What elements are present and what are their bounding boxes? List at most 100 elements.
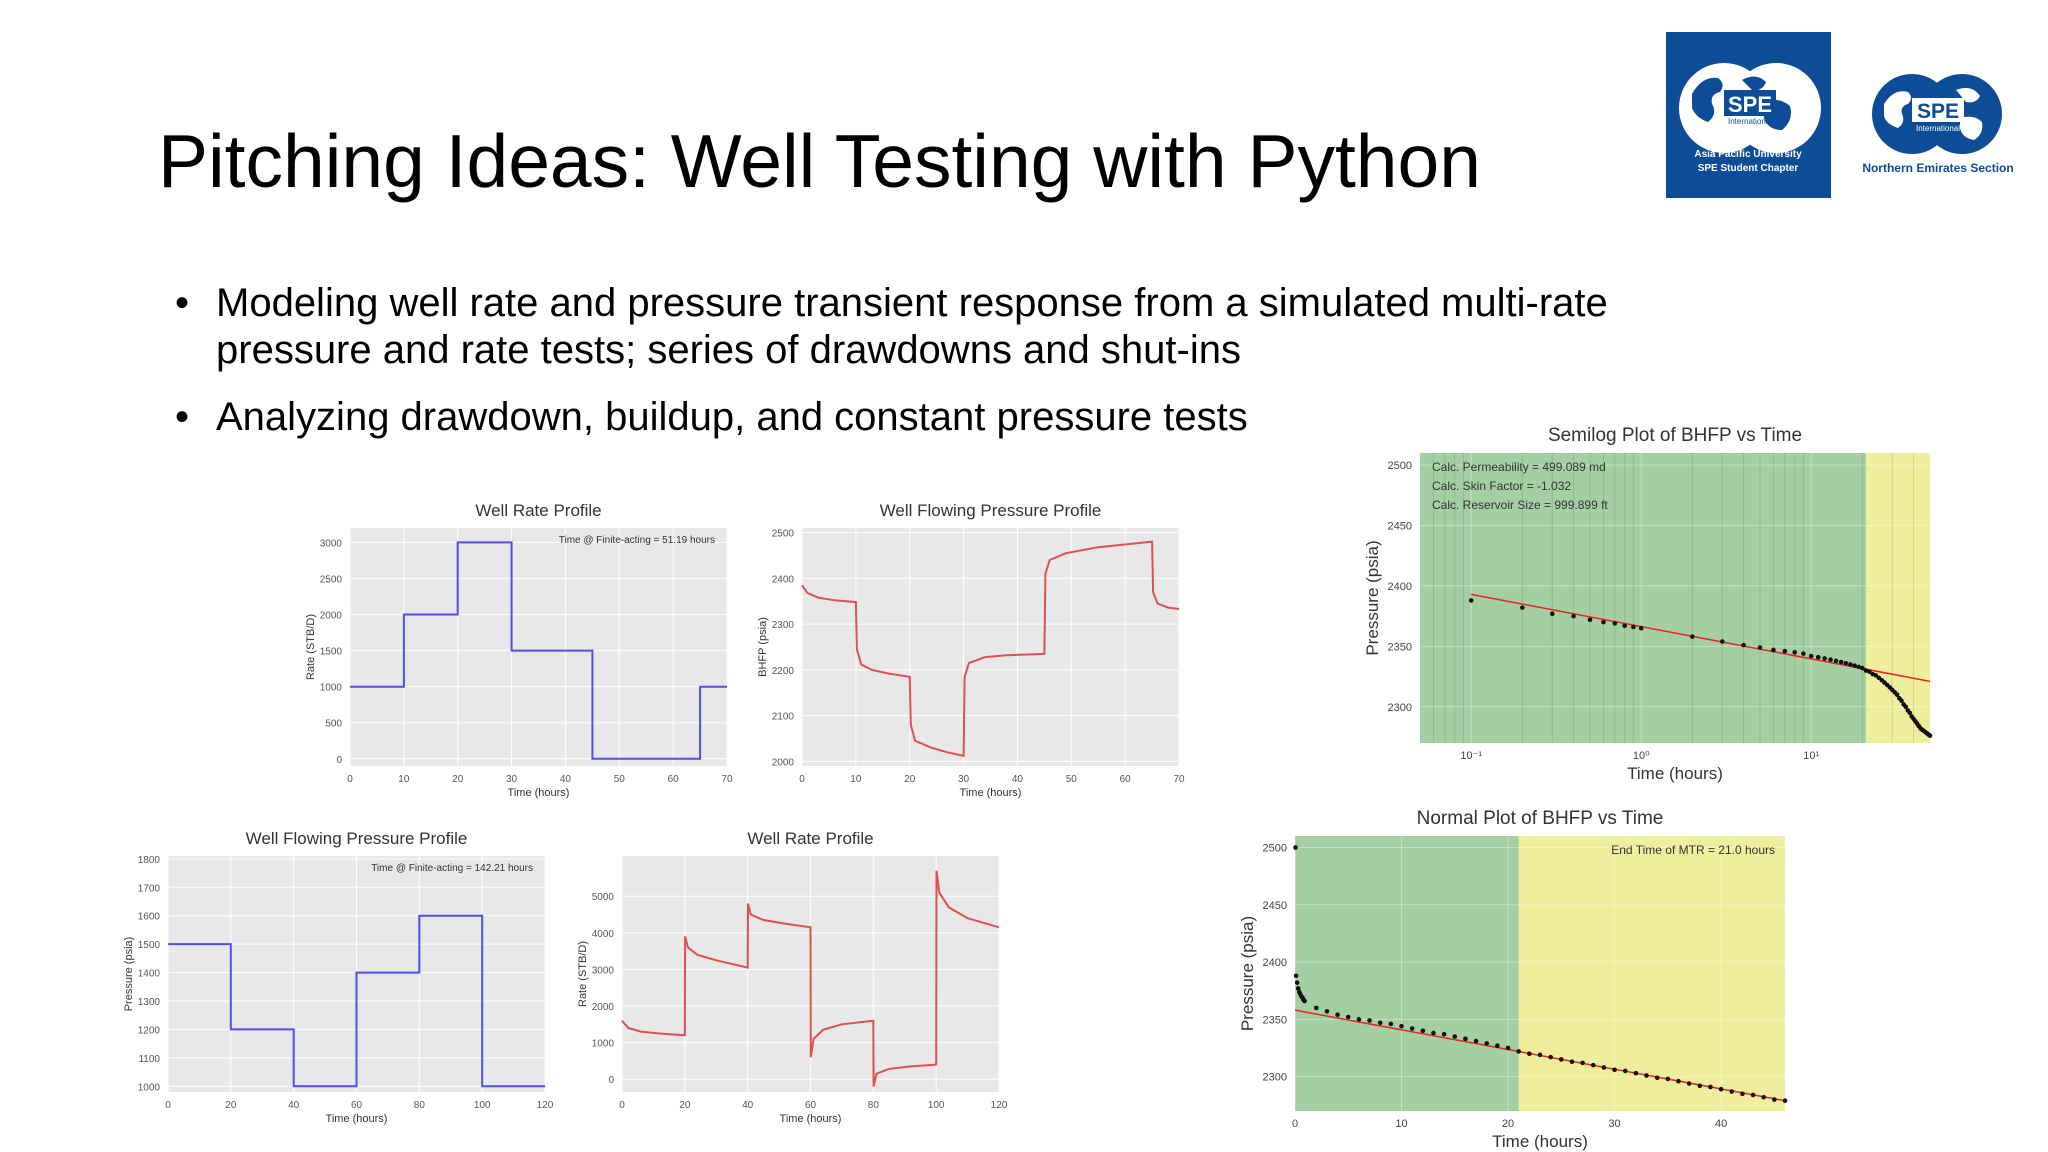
logo-brand: SPE <box>1917 100 1959 123</box>
data-point <box>1520 605 1525 610</box>
x-tick-label: 40 <box>1715 1118 1727 1130</box>
data-point <box>1833 658 1839 664</box>
data-point <box>1860 665 1865 671</box>
x-tick-label: 20 <box>904 774 916 785</box>
data-point <box>1293 845 1298 850</box>
data-point <box>1580 1060 1585 1066</box>
data-point <box>1676 1078 1681 1084</box>
y-tick-label: 0 <box>336 755 342 766</box>
x-tick-label: 40 <box>742 1100 754 1111</box>
x-tick-label: 60 <box>805 1100 817 1111</box>
y-axis-label: Pressure (psia) <box>1238 916 1257 1031</box>
data-point <box>1899 698 1904 704</box>
x-tick-label: 30 <box>506 774 518 785</box>
data-point <box>1431 1030 1436 1036</box>
bullet-text: Analyzing drawdown, buildup, and constan… <box>216 395 1248 439</box>
data-point <box>1801 651 1806 656</box>
plot-background <box>802 528 1179 766</box>
y-tick-label: 4000 <box>592 929 615 940</box>
data-point <box>1516 1049 1521 1054</box>
data-point <box>1377 1020 1383 1026</box>
x-tick-label: 0 <box>1292 1118 1298 1130</box>
data-point <box>1601 1065 1607 1070</box>
well-flowing-pressure-chart: 0 10 20 30 40 50 60 70 2000 2100 2200 2300 2400 2500 T… <box>757 501 1185 799</box>
normal-bhfp-chart: 0 10 20 30 40 2300 2350 2400 2450 2500 Time (hours… <box>1238 808 1788 1151</box>
x-tick-label: 50 <box>614 774 626 785</box>
chart-title: Well Flowing Pressure Profile <box>880 501 1102 520</box>
data-point <box>1848 662 1853 667</box>
x-tick-label: 20 <box>452 774 464 785</box>
data-point <box>1468 598 1474 603</box>
x-tick-label: 20 <box>225 1100 237 1111</box>
data-point <box>1622 623 1628 629</box>
y-tick-label: 2200 <box>772 666 795 677</box>
data-point <box>1740 1091 1745 1097</box>
x-tick-label: 100 <box>474 1100 491 1111</box>
data-point <box>1782 1098 1788 1103</box>
x-tick-label: 120 <box>537 1100 554 1111</box>
logo-caption: Northern Emirates Section <box>1862 161 2013 175</box>
data-point <box>1750 1092 1756 1098</box>
well-rate-profile-chart: 0 10 20 30 40 50 60 70 0 500 1000 1500 2000 2500 3000 T… <box>305 501 733 799</box>
data-point <box>1792 650 1798 655</box>
data-point <box>1828 657 1833 662</box>
data-point <box>1729 1089 1735 1094</box>
x-tick-label: 120 <box>991 1100 1008 1111</box>
data-point <box>1665 1076 1671 1082</box>
x-tick-label: 10 <box>850 774 862 785</box>
data-point <box>1345 1014 1351 1020</box>
data-point <box>1838 659 1844 665</box>
logo-badge <box>1724 90 1776 116</box>
y-tick-label: 1000 <box>592 1039 615 1050</box>
y-tick-label: 5000 <box>592 892 615 903</box>
y-tick-label: 2450 <box>1263 900 1287 912</box>
bullet-dot-icon: • <box>175 281 190 325</box>
y-axis-label: BHFP (psia) <box>757 617 769 677</box>
data-point <box>1697 1083 1703 1089</box>
data-point <box>1399 1023 1404 1029</box>
mtr-region <box>1295 836 1519 1111</box>
chart-annotation: Calc. Reservoir Size = 999.899 ft <box>1432 498 1608 512</box>
y-tick-label: 3000 <box>592 965 615 976</box>
x-axis-label: Time (hours) <box>1627 764 1723 783</box>
y-tick-label: 2500 <box>1388 460 1412 472</box>
data-point <box>1612 1067 1617 1073</box>
data-point <box>1612 621 1618 626</box>
data-point <box>1590 1062 1596 1068</box>
x-tick-label: 50 <box>1066 774 1078 785</box>
data-point <box>1718 1086 1724 1092</box>
y-tick-label: 1300 <box>138 997 161 1008</box>
x-axis-label: Time (hours) <box>780 1113 842 1125</box>
x-tick-label: 70 <box>721 774 733 785</box>
x-tick-label: 100 <box>928 1100 945 1111</box>
x-tick-label: 60 <box>668 774 680 785</box>
x-tick-label: 80 <box>414 1100 426 1111</box>
logo-badge <box>1912 98 1964 122</box>
x-tick-label: 0 <box>347 774 353 785</box>
data-point <box>1686 1081 1692 1086</box>
x-tick-label: 40 <box>288 1100 300 1111</box>
y-tick-label: 2400 <box>1388 581 1412 593</box>
series-line <box>350 541 727 760</box>
logo-line-1: Asia Pacific University <box>1694 149 1802 160</box>
slide-title: Pitching Ideas: Well Testing with Python <box>158 119 1481 203</box>
chart-annotation: End Time of MTR = 21.0 hours <box>1611 843 1775 857</box>
data-point <box>1654 1075 1660 1081</box>
y-tick-label: 1400 <box>138 969 161 980</box>
y-tick-label: 1800 <box>138 855 161 866</box>
data-point <box>1548 1054 1553 1060</box>
chart-annotation: Time @ Finite-acting = 142.21 hours <box>371 863 533 874</box>
data-point <box>1463 1036 1468 1042</box>
y-tick-label: 2000 <box>320 611 343 622</box>
bullet-list: • Modeling well rate and pressure transi… <box>175 280 1735 461</box>
y-tick-label: 2400 <box>1263 957 1287 969</box>
plot-background <box>350 528 727 766</box>
logo-sub: International <box>1728 117 1772 126</box>
data-point <box>1549 611 1555 617</box>
logo-sub: International <box>1916 124 1960 133</box>
semilog-bhfp-chart: 10⁻¹ 10⁰ 10¹ 2300 2350 2400 2450 2500 Time (hour… <box>1363 425 1933 783</box>
x-axis-label: Time (hours) <box>326 1113 388 1125</box>
y-tick-label: 2300 <box>1388 702 1412 714</box>
x-tick-label: 10¹ <box>1803 750 1819 762</box>
y-tick-label: 2350 <box>1388 641 1412 653</box>
